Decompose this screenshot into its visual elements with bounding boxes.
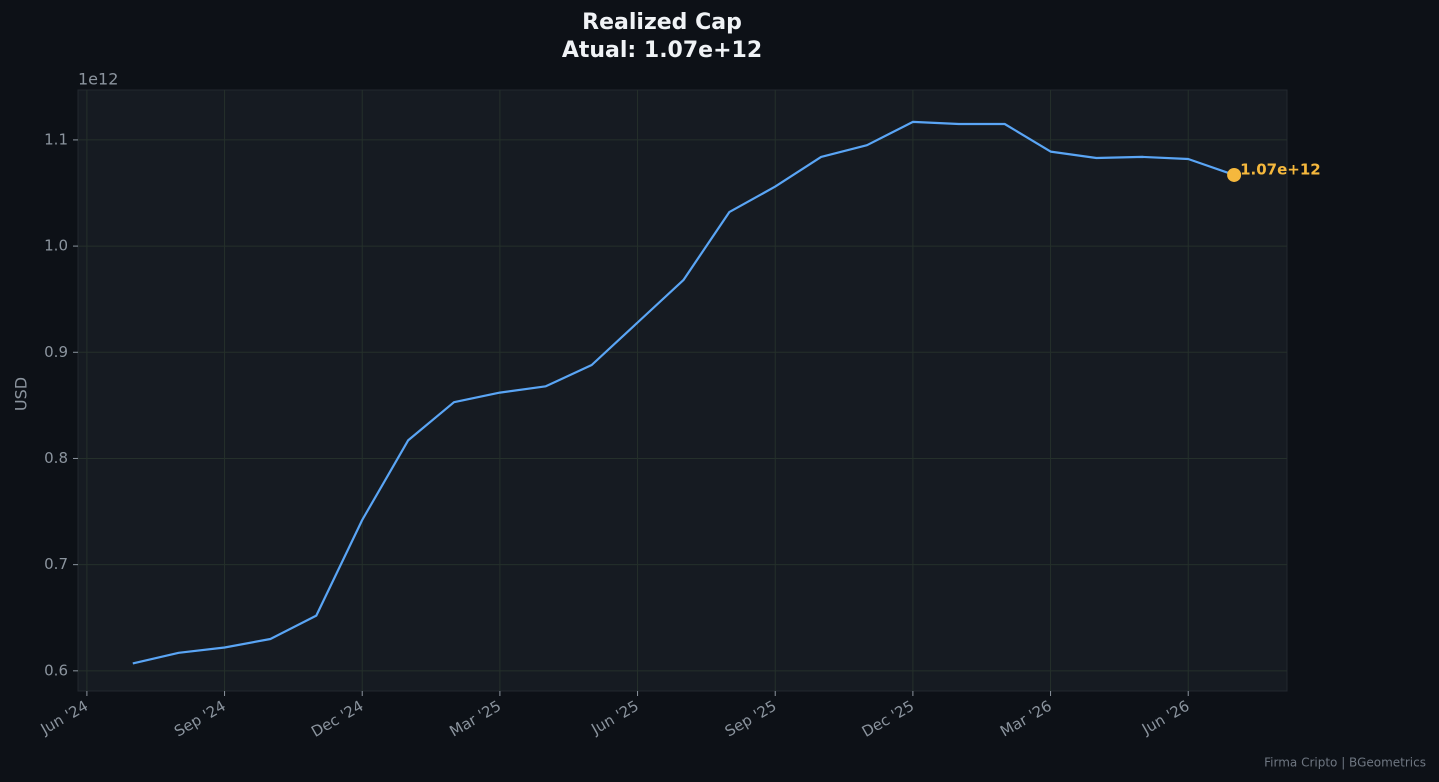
y-tick-label: 0.8 xyxy=(44,449,68,467)
last-point-label: 1.07e+12 xyxy=(1240,160,1321,178)
y-tick-label: 1.0 xyxy=(44,237,68,255)
y-tick-label: 0.9 xyxy=(44,343,68,361)
y-tick-label: 1.1 xyxy=(44,130,68,148)
y-tick-label: 0.6 xyxy=(44,661,68,679)
chart-subtitle: Atual: 1.07e+12 xyxy=(562,38,762,63)
plot-area xyxy=(77,89,1288,692)
y-axis-label: USD xyxy=(12,377,31,411)
footer: Firma Cripto | BGeometrics xyxy=(1264,756,1426,770)
line-series xyxy=(132,120,1235,665)
last-point-marker xyxy=(1227,167,1242,182)
y-offset-label: 1e12 xyxy=(78,70,118,89)
chart-title: Realized Cap xyxy=(582,10,742,35)
y-tick-label: 0.7 xyxy=(44,555,68,573)
